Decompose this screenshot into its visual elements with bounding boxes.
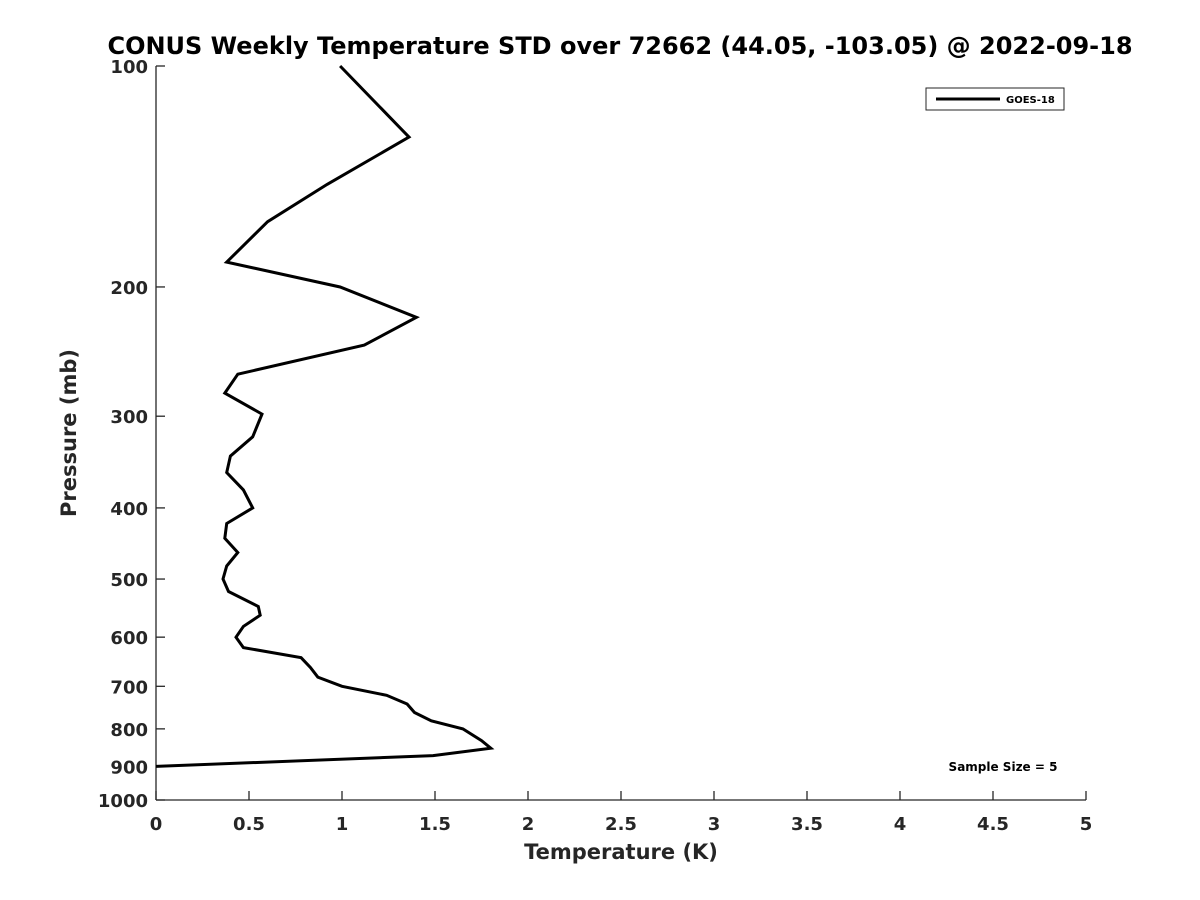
y-tick-label: 900 [110,757,148,778]
x-tick-label: 0 [150,814,163,835]
x-tick-label: 0.5 [233,814,265,835]
legend: GOES-18 [925,87,1065,111]
y-tick-label: 1000 [98,791,148,812]
x-tick-label: 3.5 [791,814,823,835]
y-tick-label: 800 [110,720,148,741]
x-axis-ticks: 0 0.5 1 1.5 2 2.5 3 3.5 4 4.5 5 [150,791,1093,835]
x-tick-label: 5 [1080,814,1093,835]
x-tick-label: 3 [708,814,721,835]
series-line-goes-18 [155,64,495,768]
plot-axes [155,66,1086,801]
y-tick-label: 200 [110,278,148,299]
y-tick-label: 700 [110,677,148,698]
sample-size-annotation: Sample Size = 5 [949,760,1058,774]
y-tick-label: 600 [110,628,148,649]
chart-title: CONUS Weekly Temperature STD over 72662 … [107,32,1132,60]
y-tick-label: 300 [110,407,148,428]
x-tick-label: 2.5 [605,814,637,835]
x-tick-label: 4.5 [977,814,1009,835]
x-axis-label: Temperature (K) [524,840,718,864]
legend-label-goes-18: GOES-18 [1006,95,1055,106]
y-tick-label: 500 [110,570,148,591]
y-tick-label: 100 [110,57,148,78]
x-tick-label: 1 [336,814,349,835]
series-layer [155,64,495,768]
x-tick-label: 1.5 [419,814,451,835]
x-tick-label: 2 [522,814,535,835]
x-tick-label: 4 [894,814,907,835]
y-tick-label: 400 [110,499,148,520]
y-axis-ticks: 100 200 300 400 500 600 700 800 900 1000 [98,57,165,812]
y-axis-label: Pressure (mb) [57,349,81,517]
